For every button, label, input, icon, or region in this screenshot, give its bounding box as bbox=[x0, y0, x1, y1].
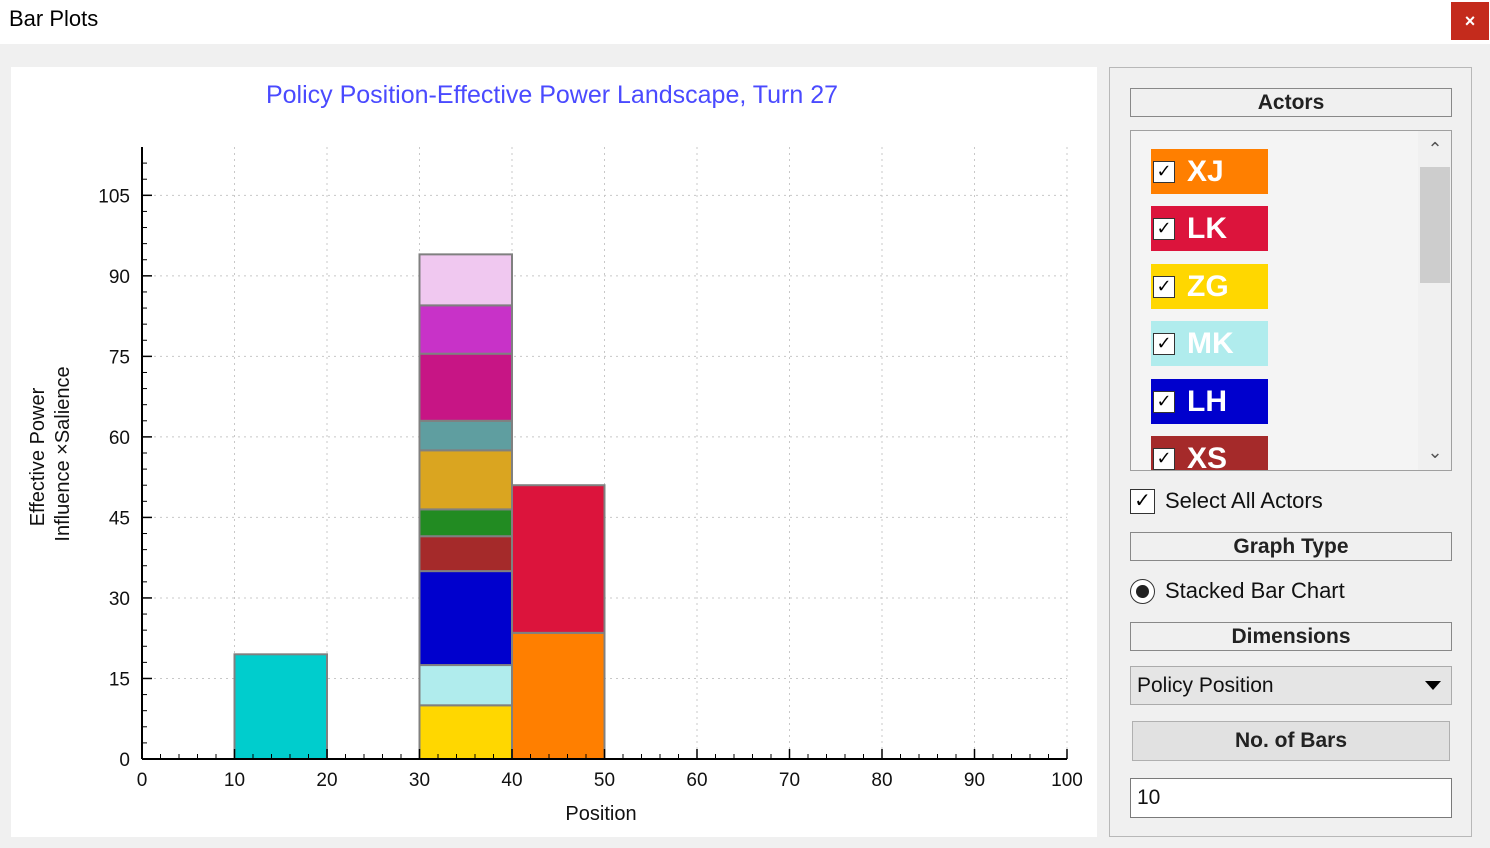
y-axis-label-line2: Influence ×Salience bbox=[52, 366, 74, 541]
y-tick-label: 60 bbox=[109, 428, 130, 449]
actor-checkbox[interactable]: ✓ bbox=[1153, 390, 1175, 413]
title-bar: Bar Plots × bbox=[0, 0, 1490, 44]
y-axis-label-line1: Effective Power bbox=[27, 387, 49, 526]
actor-label: MK bbox=[1187, 326, 1234, 360]
bar-segment bbox=[418, 253, 513, 307]
y-tick-label: 45 bbox=[109, 508, 130, 529]
x-tick-label: 90 bbox=[964, 770, 985, 791]
dimension-select[interactable]: Policy Position bbox=[1130, 666, 1452, 705]
x-tick-label: 100 bbox=[1051, 770, 1083, 791]
y-tick-label: 15 bbox=[109, 669, 130, 690]
bar-segment bbox=[418, 449, 513, 511]
y-tick-label: 30 bbox=[109, 589, 130, 610]
no-of-bars-button[interactable]: No. of Bars bbox=[1132, 721, 1450, 761]
y-tick-label: 0 bbox=[119, 750, 130, 771]
actor-checkbox[interactable]: ✓ bbox=[1153, 217, 1175, 240]
bars bbox=[233, 253, 606, 761]
actor-label: ZG bbox=[1187, 269, 1229, 303]
select-all-actors[interactable]: ✓ Select All Actors bbox=[1130, 488, 1323, 514]
bar-segment bbox=[418, 570, 513, 667]
stacked-bar-option[interactable]: Stacked Bar Chart bbox=[1130, 578, 1345, 604]
x-tick-label: 0 bbox=[137, 770, 148, 791]
y-tick-label: 75 bbox=[109, 347, 130, 368]
actor-checkbox[interactable]: ✓ bbox=[1153, 447, 1175, 470]
bar-segment bbox=[418, 352, 513, 422]
x-tick-label: 40 bbox=[501, 770, 522, 791]
x-tick-label: 80 bbox=[871, 770, 892, 791]
window-title: Bar Plots bbox=[9, 6, 99, 31]
bar-segment bbox=[511, 484, 606, 634]
actor-item-xj[interactable]: ✓ XJ bbox=[1151, 149, 1268, 194]
actor-label: XJ bbox=[1187, 154, 1224, 188]
x-tick-label: 60 bbox=[686, 770, 707, 791]
actor-item-zg[interactable]: ✓ ZG bbox=[1151, 264, 1268, 309]
y-tick-label: 105 bbox=[98, 186, 130, 207]
control-panel: Actors ✓ XJ ✓ LK ✓ ZG ✓ MK ✓ LH ✓ XS ⌃ ⌄ ✓ Select A… bbox=[1109, 67, 1472, 837]
x-tick-label: 20 bbox=[316, 770, 337, 791]
chevron-down-icon bbox=[1425, 681, 1441, 690]
x-tick-label: 70 bbox=[779, 770, 800, 791]
bar-chart: 0 10 20 30 40 50 60 70 80 90 100 0 15 30 45 60 75 90 105 P… bbox=[27, 81, 1083, 825]
actor-label: XS bbox=[1187, 441, 1228, 471]
bar-segment bbox=[418, 304, 513, 355]
scroll-down-icon[interactable]: ⌄ bbox=[1427, 442, 1443, 462]
dimensions-header: Dimensions bbox=[1130, 622, 1452, 651]
actor-item-lh[interactable]: ✓ LH bbox=[1151, 379, 1268, 424]
axes: 0 10 20 30 40 50 60 70 80 90 100 0 15 30 45 60 75 90 105 bbox=[98, 147, 1083, 791]
stacked-bar-radio[interactable] bbox=[1130, 578, 1155, 604]
actor-checkbox[interactable]: ✓ bbox=[1153, 332, 1175, 355]
bar-segment bbox=[418, 419, 513, 452]
bar-segment bbox=[418, 664, 513, 707]
actors-header: Actors bbox=[1130, 88, 1452, 117]
select-all-checkbox[interactable]: ✓ bbox=[1130, 488, 1155, 514]
scroll-thumb[interactable] bbox=[1420, 167, 1450, 283]
plot-area: 0 10 20 30 40 50 60 70 80 90 100 0 15 30 45 60 75 90 105 P… bbox=[11, 67, 1097, 837]
bar-segment bbox=[418, 535, 513, 573]
no-of-bars-input[interactable] bbox=[1130, 778, 1452, 818]
stacked-bar-label: Stacked Bar Chart bbox=[1165, 578, 1345, 603]
bar-segment bbox=[233, 653, 328, 761]
y-tick-label: 90 bbox=[109, 267, 130, 288]
dimension-select-value: Policy Position bbox=[1137, 674, 1274, 697]
graph-type-header: Graph Type bbox=[1130, 532, 1452, 561]
bar-segment bbox=[511, 631, 606, 760]
actor-item-xs[interactable]: ✓ XS bbox=[1151, 436, 1268, 471]
actor-item-lk[interactable]: ✓ LK bbox=[1151, 206, 1268, 251]
actor-checkbox[interactable]: ✓ bbox=[1153, 160, 1175, 183]
x-tick-label: 50 bbox=[594, 770, 615, 791]
x-axis-label: Position bbox=[565, 803, 636, 825]
bar-segment bbox=[418, 704, 513, 761]
chart-title: Policy Position-Effective Power Landscap… bbox=[266, 81, 838, 109]
close-button[interactable]: × bbox=[1451, 2, 1489, 40]
actor-list-scrollbar[interactable]: ⌃ ⌄ bbox=[1418, 131, 1451, 470]
actor-label: LK bbox=[1187, 211, 1227, 245]
scroll-up-icon[interactable]: ⌃ bbox=[1427, 139, 1443, 159]
actor-item-mk[interactable]: ✓ MK bbox=[1151, 321, 1268, 366]
actor-checkbox[interactable]: ✓ bbox=[1153, 275, 1175, 298]
x-tick-label: 10 bbox=[224, 770, 245, 791]
select-all-label: Select All Actors bbox=[1165, 488, 1323, 513]
x-tick-label: 30 bbox=[409, 770, 430, 791]
actor-label: LH bbox=[1187, 384, 1227, 418]
bar-segment bbox=[418, 508, 513, 538]
actor-list[interactable]: ✓ XJ ✓ LK ✓ ZG ✓ MK ✓ LH ✓ XS ⌃ ⌄ bbox=[1130, 130, 1452, 471]
